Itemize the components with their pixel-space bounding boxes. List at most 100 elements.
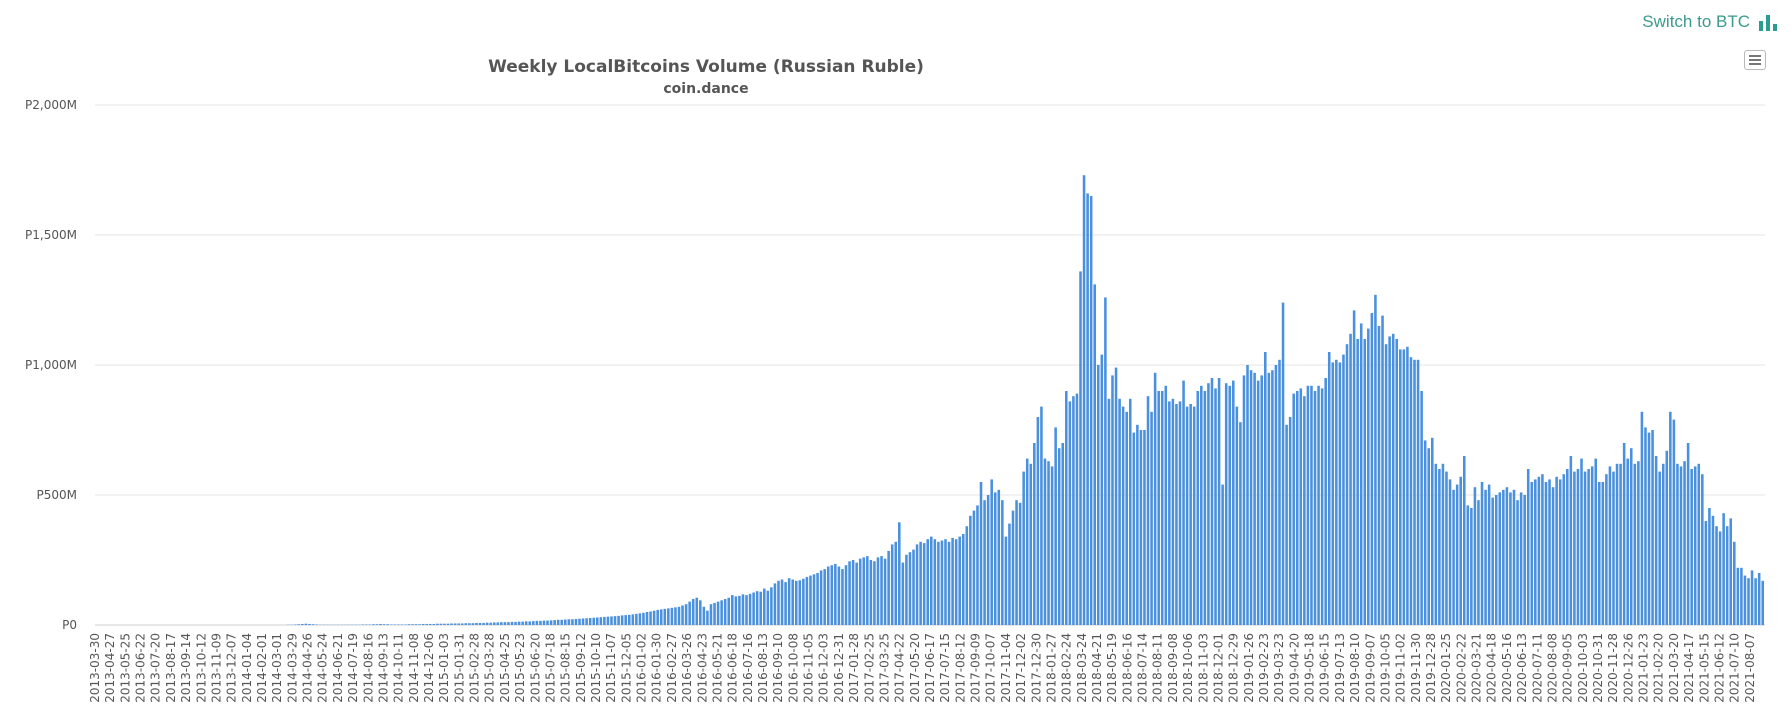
volume-bar <box>1715 526 1718 625</box>
volume-bar <box>1104 297 1107 625</box>
volume-bar <box>898 522 901 625</box>
volume-bar <box>1569 456 1573 625</box>
volume-bar <box>1494 495 1498 625</box>
volume-bar <box>713 602 716 625</box>
x-tick-label: 2020-09-05 <box>1561 633 1575 703</box>
volume-bar <box>1185 406 1189 625</box>
volume-bar <box>1658 471 1661 625</box>
volume-bar <box>1548 479 1551 625</box>
volume-bar <box>716 601 720 625</box>
volume-bar <box>1111 375 1114 625</box>
volume-bar <box>1526 469 1530 625</box>
x-tick-label: 2021-04-17 <box>1682 633 1696 703</box>
volume-bar <box>425 623 428 625</box>
volume-bar <box>599 617 603 625</box>
x-tick-label: 2020-11-28 <box>1606 633 1620 703</box>
volume-bar <box>862 557 866 625</box>
x-tick-label: 2017-11-04 <box>999 633 1013 703</box>
volume-bar <box>1399 349 1402 625</box>
x-tick-label: 2018-12-29 <box>1227 633 1241 703</box>
volume-bar <box>1445 471 1448 625</box>
volume-bar <box>1370 313 1374 625</box>
volume-bar <box>1132 432 1136 625</box>
volume-bar <box>1239 422 1242 625</box>
volume-bar <box>297 624 301 625</box>
volume-bar <box>1356 339 1359 625</box>
volume-bar <box>397 624 400 625</box>
volume-bar <box>1295 391 1299 625</box>
volume-bar <box>1761 580 1764 625</box>
volume-bar <box>482 622 485 625</box>
volume-bar <box>304 623 308 625</box>
volume-bar <box>1075 393 1079 625</box>
volume-bar <box>1171 398 1175 625</box>
volume-bar <box>1029 463 1033 625</box>
volume-bar <box>1711 515 1715 625</box>
volume-bar <box>588 617 592 625</box>
volume-bar <box>1164 385 1168 625</box>
volume-bar <box>464 623 468 625</box>
volume-bar <box>1587 469 1590 625</box>
x-tick-label: 2015-10-10 <box>589 633 603 703</box>
volume-bar <box>972 510 976 625</box>
volume-bar <box>873 561 876 625</box>
x-tick-label: 2013-08-17 <box>164 633 178 703</box>
volume-bar <box>741 594 745 625</box>
volume-bar <box>1381 315 1384 625</box>
volume-bar <box>585 618 588 625</box>
volume-bar <box>1590 466 1594 625</box>
volume-bar <box>617 615 620 625</box>
volume-bar <box>1626 458 1629 625</box>
volume-bar <box>1690 469 1693 625</box>
volume-bar <box>1242 375 1246 625</box>
volume-bar <box>1573 471 1576 625</box>
volume-bar <box>965 526 969 625</box>
volume-bar <box>983 500 986 625</box>
volume-bar <box>606 616 610 625</box>
volume-bar <box>1004 536 1008 625</box>
chart-menu-button[interactable] <box>1744 50 1766 70</box>
x-tick-label: 2019-07-13 <box>1333 633 1347 703</box>
volume-bar <box>1555 476 1558 625</box>
volume-bar <box>755 591 759 625</box>
x-tick-label: 2014-11-08 <box>407 633 421 703</box>
x-tick-label: 2013-12-07 <box>225 633 239 703</box>
volume-bar <box>1278 359 1281 625</box>
volume-bar <box>567 619 571 625</box>
volume-bar <box>837 566 841 625</box>
volume-bar <box>805 576 809 625</box>
volume-bar <box>1683 461 1686 625</box>
y-tick-label: P1,500M <box>25 228 77 242</box>
x-tick-label: 2017-03-25 <box>877 633 891 703</box>
volume-bar <box>1065 391 1068 625</box>
x-tick-label: 2014-01-04 <box>240 633 254 703</box>
x-tick-label: 2019-03-23 <box>1272 633 1286 703</box>
volume-bar <box>1466 505 1470 625</box>
volume-bar <box>404 624 407 625</box>
volume-bar <box>1438 469 1441 625</box>
volume-bar <box>1168 401 1171 625</box>
volume-bar <box>1740 567 1743 625</box>
volume-bar <box>1537 476 1541 625</box>
x-tick-label: 2021-07-10 <box>1728 633 1742 703</box>
volume-bar <box>1608 466 1612 625</box>
volume-bar <box>851 560 855 625</box>
volume-bar <box>1693 466 1697 625</box>
volume-bar <box>1018 502 1022 625</box>
volume-bar <box>766 590 770 625</box>
volume-bar <box>1160 391 1164 625</box>
volume-bar <box>1619 463 1622 625</box>
x-tick-label: 2014-10-11 <box>392 633 406 703</box>
volume-bar <box>663 608 667 625</box>
volume-bar <box>532 621 535 625</box>
volume-bar <box>759 591 762 625</box>
volume-bar <box>1455 484 1459 625</box>
volume-bar <box>581 618 585 625</box>
volume-bar <box>812 574 816 625</box>
x-axis: 2013-03-30 2013-04-27 2013-05-25 2013-06-22… <box>88 633 1757 703</box>
volume-bar <box>1079 271 1082 625</box>
switch-to-btc-button[interactable]: Switch to BTC <box>1642 12 1778 32</box>
volume-bar <box>1274 365 1278 625</box>
volume-bar <box>1757 573 1761 625</box>
volume-bar <box>1558 479 1562 625</box>
